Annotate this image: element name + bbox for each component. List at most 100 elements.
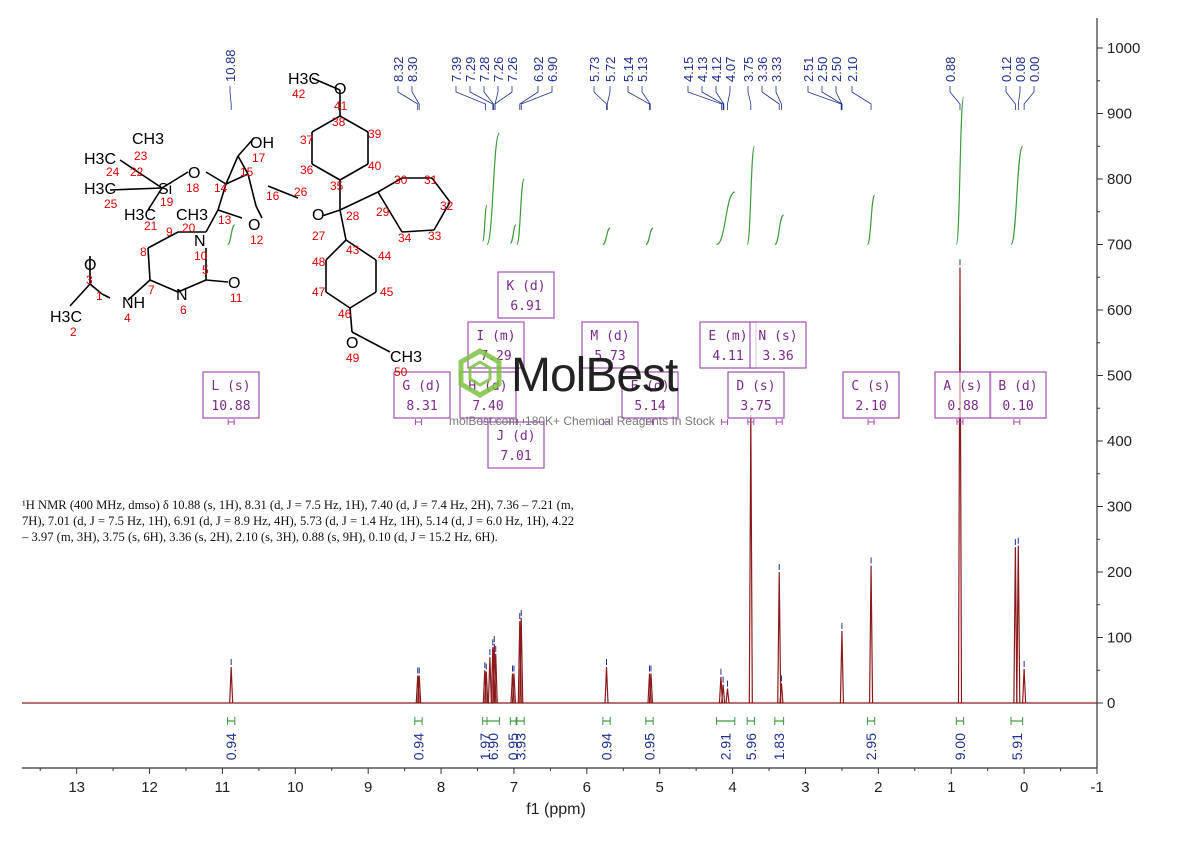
x-tick-label: 5 <box>656 779 664 796</box>
y-tick-label: 1000 <box>1107 40 1140 57</box>
atom-number: 22 <box>130 165 144 179</box>
multiplet-box <box>497 271 555 319</box>
integral-value: 0.95 <box>642 733 658 760</box>
multiplet-box <box>202 371 260 419</box>
molecule-atoms: H3C 42 O 41 38 39 37 40 36 35 OH 17 15 1… <box>50 71 454 379</box>
peak-connector <box>715 86 725 110</box>
multiplet-shift: 0.10 <box>1002 399 1033 414</box>
spectrum-peak <box>839 630 845 704</box>
atom-number: 9 <box>166 225 173 239</box>
multiplet-shift: 3.36 <box>762 349 793 364</box>
multiplet-box <box>581 321 639 369</box>
peak-label: 0.12 <box>999 57 1014 82</box>
x-tick-label: 7 <box>510 779 518 796</box>
peak-connector <box>469 86 494 110</box>
peak-connector <box>411 86 420 110</box>
atom-label: O <box>312 207 324 224</box>
atom-label: OH <box>250 135 274 152</box>
atom-number: 36 <box>300 163 314 177</box>
atom-number: 5 <box>202 263 209 277</box>
peak-label: 5.13 <box>635 57 650 82</box>
x-tick-label: 0 <box>1020 779 1028 796</box>
spectrum-peak <box>748 414 753 704</box>
spectrum-peak <box>229 666 234 704</box>
atom-number: 3 <box>86 273 93 287</box>
peak-label: 10.88 <box>223 49 238 82</box>
multiplet-label: H (d) <box>468 379 507 394</box>
peak-connector <box>687 86 723 110</box>
peak-label: 5.14 <box>621 57 636 82</box>
peak-connector <box>593 86 607 110</box>
multiplet-shift: 8.31 <box>406 399 437 414</box>
atom-number: 1 <box>96 289 103 303</box>
atom-number: 41 <box>334 99 348 113</box>
peak-label: 7.26 <box>505 57 520 82</box>
integral-value: 2.91 <box>717 733 733 760</box>
peak-connector <box>1005 86 1016 110</box>
atom-label: O <box>346 335 358 352</box>
atom-number: 35 <box>330 179 344 193</box>
atom-number: 13 <box>218 213 232 227</box>
peak-connector <box>747 86 752 110</box>
peak-connector <box>397 86 419 110</box>
x-tick-label: 13 <box>68 779 85 796</box>
atom-number: 42 <box>292 87 306 101</box>
integral-value: 9.00 <box>952 733 968 760</box>
peak-connector <box>494 86 513 110</box>
x-tick-label: 1 <box>947 779 955 796</box>
peak-label: 0.88 <box>943 57 958 82</box>
integral-value: 1.83 <box>771 733 787 760</box>
multiplet-label: F (d) <box>630 379 669 394</box>
integral-curve <box>516 178 525 246</box>
spectrum-peak <box>777 571 782 704</box>
peak-connector <box>1023 86 1035 110</box>
integral-value: 5.96 <box>743 733 759 760</box>
integral-curve <box>486 132 500 246</box>
atom-number: 21 <box>144 219 158 233</box>
atom-number: 6 <box>180 303 187 317</box>
peak-connector <box>835 86 843 110</box>
atom-label: H3C <box>84 181 116 198</box>
atom-number: 49 <box>346 351 360 365</box>
multiplet-label: M (d) <box>590 329 629 344</box>
peak-connector <box>727 86 731 110</box>
integral-value: 0.95 <box>505 733 521 760</box>
x-axis-label: f1 (ppm) <box>526 801 586 818</box>
atom-label: H3C <box>50 309 82 326</box>
integral-value: 5.91 <box>1009 733 1025 760</box>
integral-curve <box>602 227 611 246</box>
molecule-structure: H3C 42 O 41 38 39 37 40 36 35 OH 17 15 1… <box>50 71 454 379</box>
atom-number: 8 <box>140 245 147 259</box>
peak-connector <box>455 86 486 110</box>
multiplet-shift: 7.01 <box>500 449 531 464</box>
atom-label: H3C <box>288 71 320 88</box>
multiplet-label: D (s) <box>736 379 775 394</box>
spectrum-peak <box>721 684 726 704</box>
x-tick-label: 11 <box>215 779 231 796</box>
atom-number: 32 <box>440 199 454 213</box>
atom-number: 37 <box>300 133 314 147</box>
peak-label: 3.75 <box>741 57 756 82</box>
x-tick-label: 6 <box>583 779 591 796</box>
peak-label: 7.26 <box>491 57 506 82</box>
multiplet-label: J (d) <box>496 429 535 444</box>
multiplet-label: K (d) <box>506 279 545 294</box>
atom-number: 40 <box>368 159 382 173</box>
atom-number: 34 <box>398 231 412 245</box>
spectrum-peak <box>1016 545 1021 704</box>
peak-label: 8.32 <box>391 57 406 82</box>
peak-label: 6.90 <box>545 57 560 82</box>
integral-value: 3.93 <box>513 733 529 760</box>
integral-curve <box>746 145 756 246</box>
multiplet-box <box>989 371 1047 419</box>
spectrum-peak <box>725 688 730 704</box>
atom-label: CH3 <box>132 131 164 148</box>
integral-curve <box>509 224 517 244</box>
multiplet-shift: 2.10 <box>855 399 886 414</box>
atom-number: 44 <box>378 249 392 263</box>
atom-number: 38 <box>332 115 346 129</box>
peak-connector <box>761 86 780 110</box>
integral-curves <box>227 96 1024 246</box>
integral-bars: 0.94 0.94 1.976.90 0.953.93 0.94 0.95 2.91 5.96… <box>223 717 1025 760</box>
multiplet-box <box>934 371 992 419</box>
